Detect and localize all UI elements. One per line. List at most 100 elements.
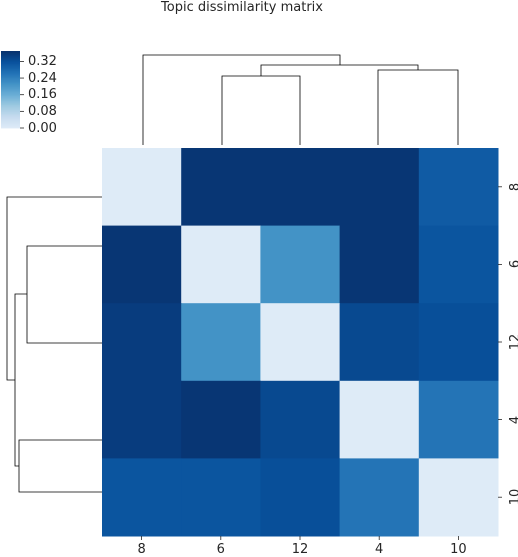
heatmap-cell-12-8: [102, 303, 182, 382]
x-tick-label: 6: [216, 542, 225, 557]
heatmap-cell-4-8: [102, 380, 182, 459]
colorbar-tick-label: 0.32: [28, 53, 57, 69]
colorbar-segment: [1, 75, 20, 78]
colorbar-segment: [1, 112, 20, 115]
colorbar-segment: [1, 77, 20, 80]
colorbar-segment: [1, 65, 20, 67]
colorbar-segment: [1, 103, 20, 106]
colorbar-segment: [1, 56, 20, 58]
colorbar-segment: [1, 104, 20, 107]
dendro-row-branch-4-10: [18, 439, 102, 493]
colorbar-segment: [1, 63, 20, 66]
colorbar-segment: [1, 86, 20, 89]
colorbar-segment: [1, 70, 20, 72]
colorbar-tick-label: 0.08: [28, 103, 57, 119]
x-tick-label: 8: [137, 542, 146, 557]
heatmap-cell-10-4: [339, 458, 420, 537]
heatmap-cell-12-6: [181, 303, 261, 382]
colorbar-segment: [1, 126, 20, 129]
x-tick-label: 12: [291, 542, 309, 557]
colorbar-segment: [1, 68, 20, 71]
x-tick-label: 4: [375, 542, 384, 557]
colorbar-segment: [1, 99, 20, 102]
heatmap-cell-4-6: [181, 380, 261, 459]
colorbar-segment: [1, 84, 20, 87]
colorbar-segment: [1, 92, 20, 94]
colorbar-segment: [1, 108, 20, 111]
axis-tick-marks: [141, 186, 502, 540]
colorbar-segment: [1, 52, 20, 54]
colorbar-segment: [1, 88, 20, 90]
colorbar-segment: [1, 117, 20, 120]
colorbar-segment: [1, 66, 20, 69]
colorbar-segment: [1, 72, 20, 75]
heatmap-cells: [102, 148, 499, 537]
colorbar-segment: [1, 62, 20, 65]
colorbar-segment: [1, 90, 20, 93]
heatmap-cell-8-4: [339, 148, 420, 227]
heatmap-cell-4-12: [260, 380, 341, 459]
y-tick-label: 12: [508, 333, 518, 351]
heatmap-cell-6-12: [260, 225, 341, 304]
colorbar-segment: [1, 110, 20, 112]
colorbar-segment: [1, 80, 20, 83]
dendro-col-branch-6-12: [221, 75, 301, 145]
heatmap-cell-10-8: [102, 458, 182, 537]
dendro-col-branch-4-10: [377, 69, 459, 145]
heatmap-cell-4-4: [339, 380, 420, 459]
colorbar-segment: [1, 120, 20, 122]
heatmap-cell-8-8: [102, 148, 182, 227]
colorbar-segment: [1, 81, 20, 84]
heatmap-cell-10-10: [418, 458, 499, 537]
heatmap-cell-6-8: [102, 225, 182, 304]
colorbar-segment: [1, 67, 20, 70]
colorbar-segment: [1, 124, 20, 126]
colorbar-tick-label: 0.16: [28, 87, 57, 103]
heatmap-cell-6-10: [418, 225, 499, 304]
colorbar-segment: [1, 107, 20, 110]
colorbar-segment: [1, 71, 20, 74]
colorbar-segment: [1, 115, 20, 117]
colorbar-segment: [1, 83, 20, 85]
heatmap-cell-8-12: [260, 148, 341, 227]
colorbar-segment: [1, 102, 20, 105]
colorbar-segment: [1, 85, 20, 88]
colorbar-segment: [1, 74, 20, 76]
colorbar-segment: [1, 54, 20, 57]
x-tick-label: 10: [450, 542, 467, 557]
y-tick-label: 8: [508, 172, 518, 202]
heatmap-cell-6-4: [339, 225, 420, 304]
heatmap-cell-12-10: [418, 303, 499, 382]
colorbar-segment: [1, 59, 20, 62]
y-tick-label: 4: [508, 405, 518, 435]
y-tick-label: 10: [508, 488, 518, 506]
colorbar-segment: [1, 106, 20, 108]
colorbar-segment: [1, 95, 20, 98]
y-tick-label: 6: [508, 249, 518, 279]
colorbar-segment: [1, 76, 20, 79]
colorbar-segment: [1, 93, 20, 96]
dendro-col-branch-mid: [260, 64, 419, 76]
colorbar-segment: [1, 97, 20, 99]
colorbar-segment: [1, 122, 20, 125]
colorbar-segment: [1, 121, 20, 124]
colorbar-segment: [1, 57, 20, 60]
column-dendrogram: [142, 54, 459, 145]
colorbar-segment: [1, 113, 20, 116]
colorbar-segment: [1, 58, 20, 61]
heatmap-cell-12-4: [339, 303, 420, 382]
dendro-row-branch-6-12: [26, 245, 102, 344]
heatmap-cell-8-6: [181, 148, 261, 227]
colorbar-tick-label: 0.24: [28, 70, 57, 86]
chart-title: Topic dissimilarity matrix: [161, 0, 323, 15]
heatmap-cell-4-10: [418, 380, 499, 459]
colorbar-segment: [1, 111, 20, 113]
heatmap-cell-8-10: [418, 148, 499, 227]
heatmap-cell-10-6: [181, 458, 261, 537]
colorbar-segment: [1, 61, 20, 63]
heatmap-cell-10-12: [260, 458, 341, 537]
row-dendrogram: [6, 196, 102, 493]
colorbar-segment: [1, 89, 20, 92]
colorbar-segment: [1, 101, 20, 103]
